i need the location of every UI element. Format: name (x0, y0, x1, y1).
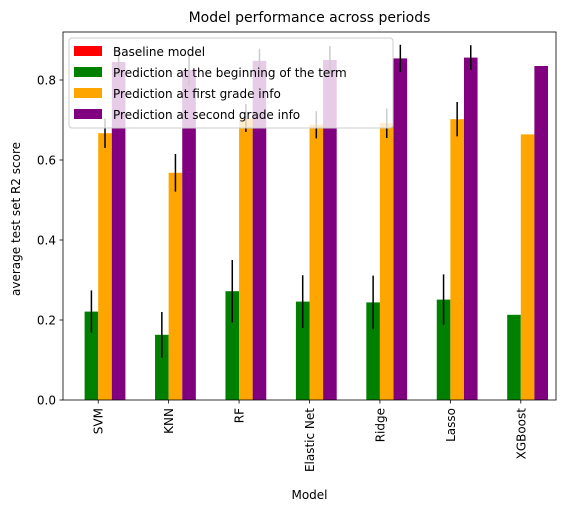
bar-1-3 (295, 301, 310, 400)
legend-swatch-1 (74, 67, 102, 77)
legend: Baseline model Prediction at the beginnin… (68, 37, 394, 129)
bar-3-3 (323, 60, 337, 400)
bar-1-1 (155, 334, 169, 400)
y-tick-label-0: 0.0 (37, 393, 56, 407)
bar-1-5 (436, 299, 451, 400)
y-tick-label-3: 0.6 (37, 153, 56, 167)
legend-swatch-3 (74, 109, 102, 119)
x-tick-label-0: SVM (92, 408, 106, 434)
legend-swatch-2 (74, 88, 102, 98)
x-tick-label-2: RF (233, 408, 247, 423)
x-tick-label-6: XGBoost (514, 408, 528, 460)
bar-1-6 (507, 314, 521, 400)
legend-label-2: Prediction at first grade info (113, 87, 281, 101)
bar-3-4 (393, 58, 408, 401)
legend-label-3: Prediction at second grade info (113, 108, 300, 122)
bar-3-6 (534, 66, 548, 400)
bar-2-1 (168, 172, 183, 400)
bar-3-0 (111, 62, 126, 400)
bar-2-6 (520, 134, 535, 400)
legend-swatch-0 (74, 46, 102, 56)
bar-2-4 (379, 123, 394, 400)
x-axis-title: Model (291, 488, 327, 502)
x-tick-label-1: KNN (162, 408, 176, 434)
legend-label-0: Baseline model (113, 45, 205, 59)
legend-label-1: Prediction at the beginning of the term (113, 66, 347, 80)
x-tick-label-4: Ridge (373, 408, 387, 442)
y-tick-label-2: 0.4 (37, 233, 56, 247)
x-tick-label-5: Lasso (444, 408, 458, 442)
bar-1-2 (225, 291, 240, 400)
ticks-layer: 0.0 0.2 0.4 0.6 0.8 SVM KNN RF Elastic Net Ridge L… (37, 73, 528, 472)
chart-title: Model performance across periods (189, 10, 431, 26)
bar-1-4 (366, 302, 380, 400)
bar-2-5 (450, 119, 464, 400)
bar-2-0 (98, 133, 112, 400)
x-tick-label-3: Elastic Net (303, 408, 317, 472)
legend-box (68, 37, 394, 129)
bar-3-2 (252, 60, 267, 401)
y-tick-label-4: 0.8 (37, 73, 56, 87)
bar-1-0 (84, 311, 99, 400)
y-axis-title: average test set R2 score (9, 142, 23, 296)
bars-layer (84, 57, 548, 401)
bar-2-2 (239, 118, 253, 400)
y-tick-label-1: 0.2 (37, 313, 56, 327)
bar-2-3 (309, 124, 324, 401)
bar-3-1 (182, 70, 196, 400)
bar-3-5 (463, 57, 478, 400)
